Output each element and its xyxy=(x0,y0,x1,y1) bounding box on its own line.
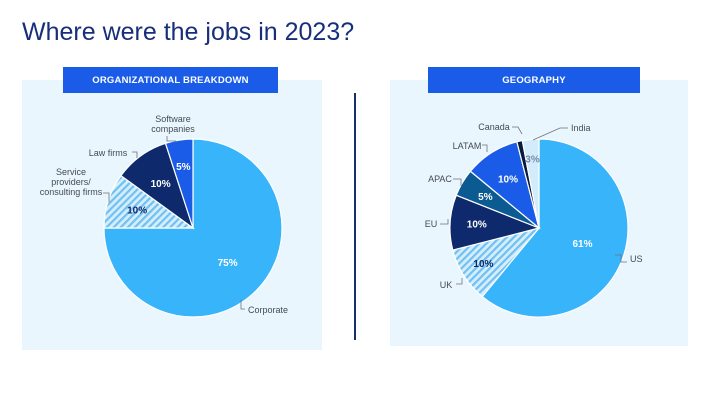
category-label-canada: Canada xyxy=(478,122,510,132)
page-title: Where were the jobs in 2023? xyxy=(22,18,355,46)
geography-header: GEOGRAPHY xyxy=(428,67,640,93)
leader-line-apac xyxy=(453,178,462,186)
category-label-us: US xyxy=(630,254,643,264)
leader-line-us xyxy=(615,254,627,263)
value-label-us: 61% xyxy=(572,239,592,250)
category-label-line: APAC xyxy=(428,174,452,184)
category-label-line: consulting firms xyxy=(40,187,103,197)
leader-line-service-providers-consulting-firms xyxy=(103,192,110,202)
category-label-line: providers/ xyxy=(51,177,91,187)
category-label-india: India xyxy=(571,123,591,133)
leader-line-india xyxy=(532,127,568,141)
value-label-uk: 10% xyxy=(473,259,493,270)
category-label-latam: LATAM xyxy=(453,141,482,151)
value-label-apac: 5% xyxy=(478,192,493,203)
organizational-breakdown-header: ORGANIZATIONAL BREAKDOWN xyxy=(63,67,278,93)
category-label-line: Canada xyxy=(478,122,510,132)
category-label-software-companies: Software companies xyxy=(151,114,195,134)
category-label-line: Service xyxy=(56,167,86,177)
value-label-service-providers-consulting-firms: 10% xyxy=(127,205,147,216)
organizational-breakdown-pie: 75% Corporate 10% Service providers/consulti… xyxy=(40,114,288,318)
category-label-line: LATAM xyxy=(453,141,482,151)
category-label-corporate: Corporate xyxy=(248,305,288,315)
leader-line-uk xyxy=(456,278,463,285)
leader-line-latam xyxy=(482,144,488,152)
category-label-law-firms: Law firms xyxy=(89,148,128,158)
leader-line-canada xyxy=(512,126,523,135)
category-label-line: US xyxy=(630,254,643,264)
value-label-eu: 10% xyxy=(467,220,487,231)
value-label-india: 3% xyxy=(525,154,540,165)
value-label-law-firms: 10% xyxy=(151,179,171,190)
pie-slice-us xyxy=(481,138,629,318)
category-label-line: India xyxy=(571,123,591,133)
value-label-corporate: 75% xyxy=(218,258,238,269)
category-label-line: Corporate xyxy=(248,305,288,315)
category-label-line: companies xyxy=(151,124,195,134)
category-label-line: UK xyxy=(440,280,453,290)
category-label-service-providers-consulting-firms: Service providers/consulting firms xyxy=(40,167,103,197)
category-label-line: Law firms xyxy=(89,148,128,158)
value-label-software-companies: 5% xyxy=(176,162,191,173)
leader-line-software-companies xyxy=(166,136,176,142)
pie-slice-india xyxy=(521,138,540,229)
leader-line-law-firms xyxy=(132,151,138,158)
leader-line-eu xyxy=(440,219,449,225)
category-label-uk: UK xyxy=(440,280,453,290)
category-label-apac: APAC xyxy=(428,174,452,184)
value-label-latam: 10% xyxy=(498,175,518,186)
leader-line-corporate xyxy=(240,300,245,310)
category-label-line: EU xyxy=(425,219,438,229)
category-label-eu: EU xyxy=(425,219,438,229)
section-divider xyxy=(354,93,356,340)
geography-pie: 61% US 10% UK 10% EU 5% APAC 10% LATAM Canada 3% Ind… xyxy=(425,122,643,318)
pie-slice-software-companies xyxy=(164,138,194,229)
category-label-line: Software xyxy=(155,114,191,124)
